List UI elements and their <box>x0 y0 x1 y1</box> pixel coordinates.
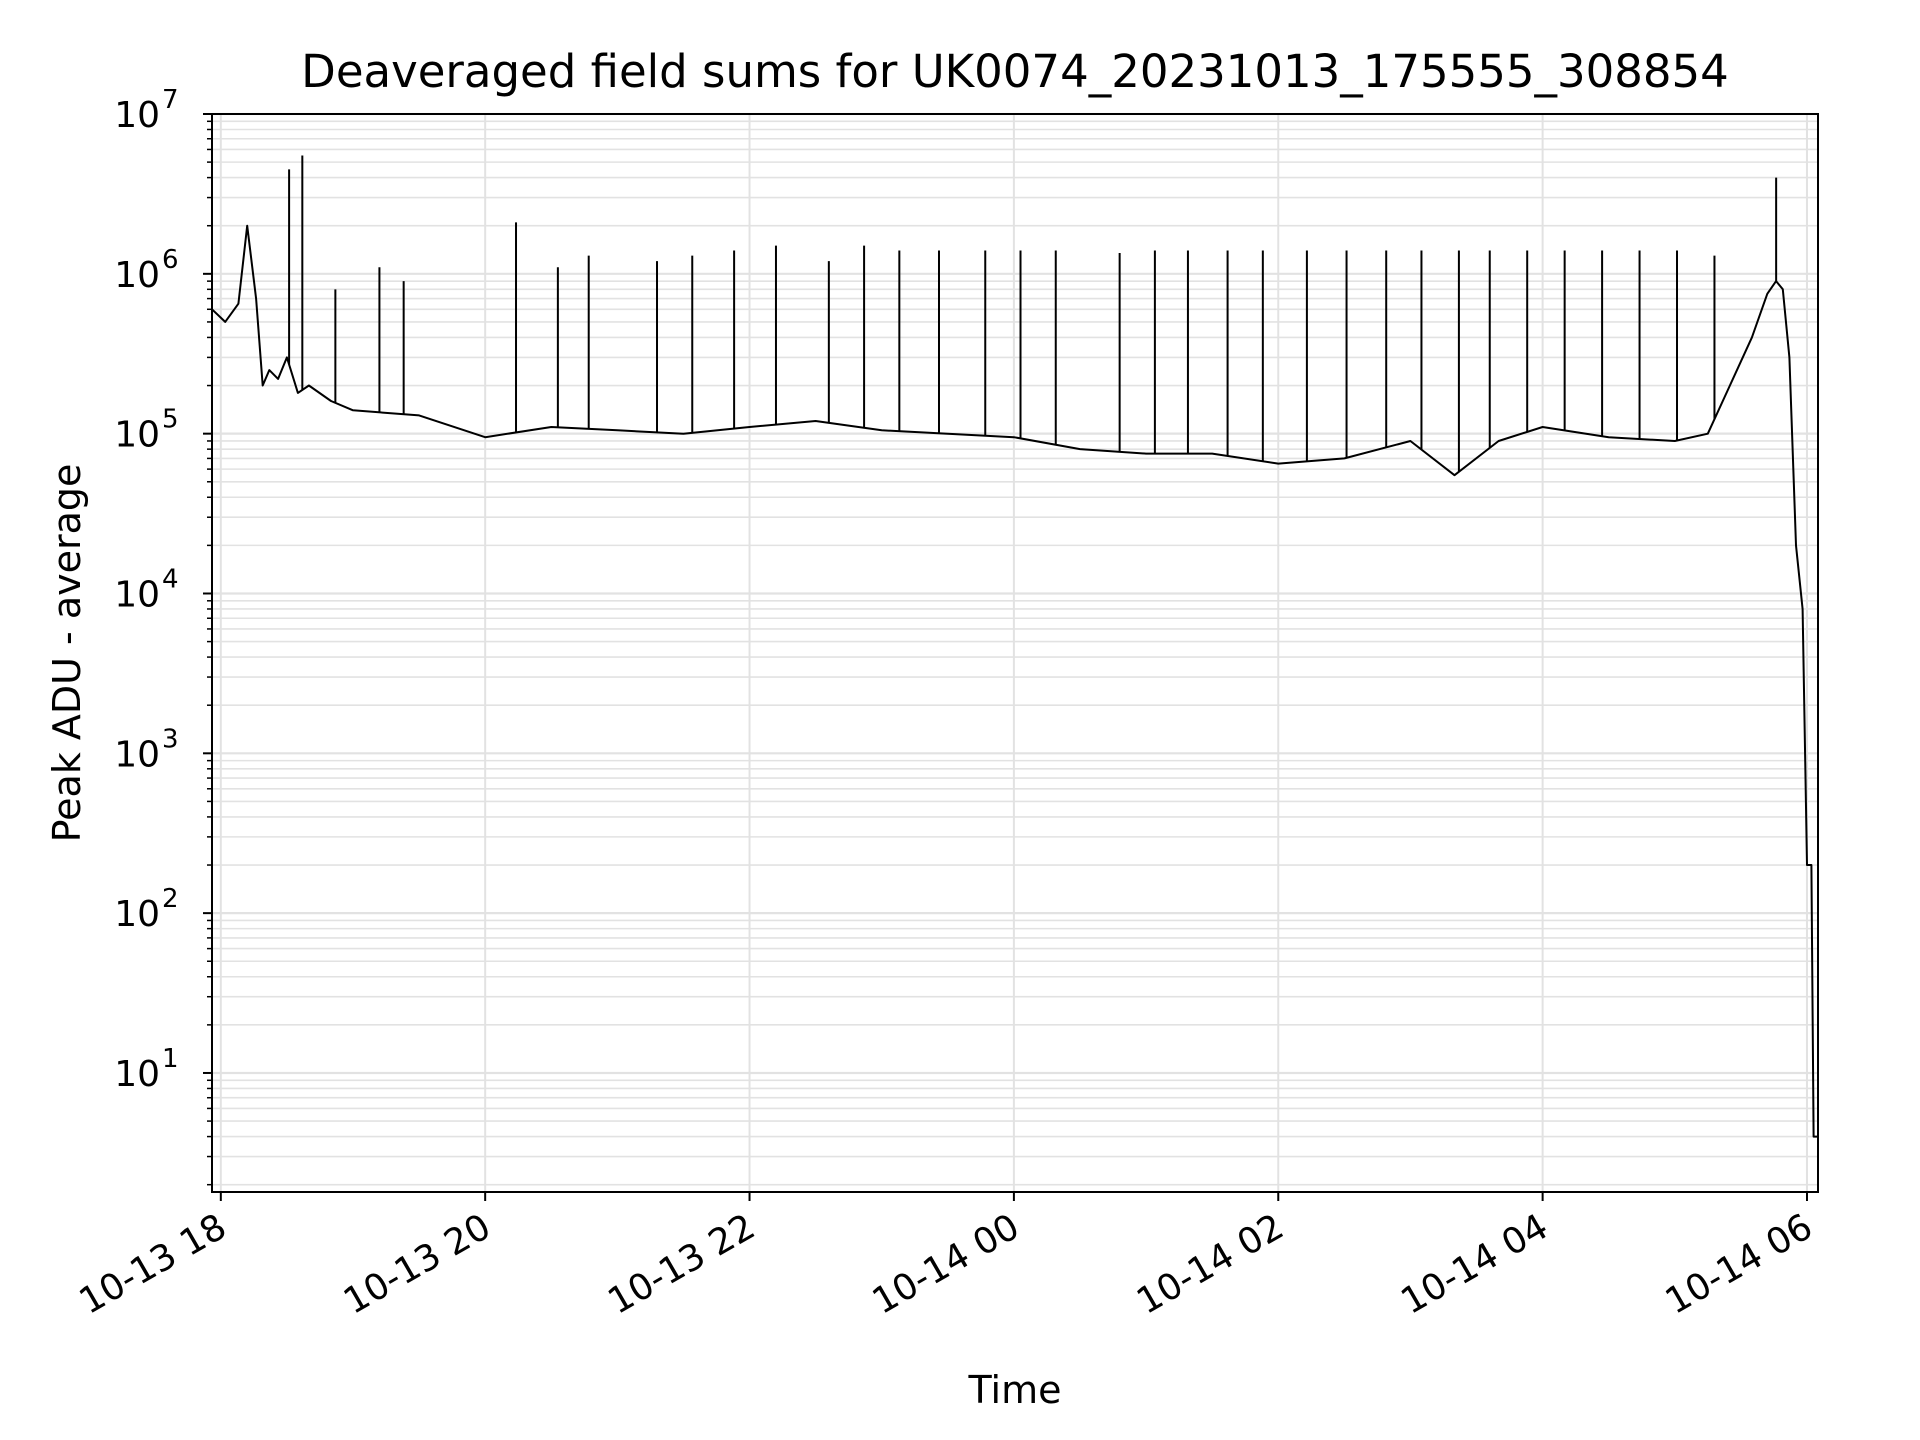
y-tick-exponent: 7 <box>162 85 179 115</box>
y-tick-exponent: 3 <box>162 724 179 754</box>
y-tick-exponent: 5 <box>162 405 179 435</box>
y-axis-label: Peak ADU - average <box>45 464 89 843</box>
y-tick-exponent: 2 <box>162 884 179 914</box>
y-tick-exponent: 6 <box>162 245 179 275</box>
y-tick-label: 10 <box>114 1054 160 1095</box>
y-tick-label: 10 <box>114 734 160 775</box>
y-tick-label: 10 <box>114 95 160 136</box>
y-tick-label: 10 <box>114 255 160 296</box>
x-axis-label: Time <box>968 1368 1062 1412</box>
grid <box>212 112 1818 1192</box>
y-tick-exponent: 1 <box>162 1044 179 1074</box>
y-tick-label: 10 <box>114 574 160 615</box>
chart-title: Deaveraged field sums for UK0074_2023101… <box>301 45 1729 98</box>
data-series-line <box>211 224 1818 1138</box>
plot-frame <box>211 113 1819 1193</box>
y-tick-label: 10 <box>114 415 160 456</box>
y-tick-label: 10 <box>114 894 160 935</box>
series-layer <box>211 155 1818 1138</box>
y-tick-exponent: 4 <box>162 564 179 594</box>
